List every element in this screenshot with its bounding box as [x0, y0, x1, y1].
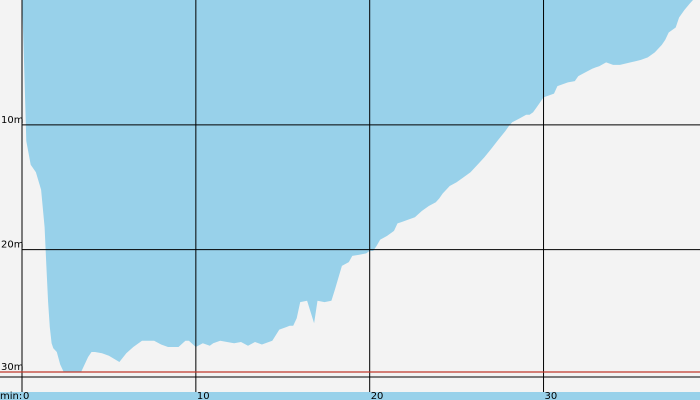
x-tick-label: 30 [545, 391, 558, 400]
grid-lines [21, 0, 700, 400]
time-axis-strip [0, 392, 700, 400]
x-tick-label: 20 [371, 391, 384, 400]
y-tick-label: 30m [1, 362, 23, 373]
x-tick-label: 0 [23, 391, 29, 400]
max-depth-line-layer [0, 371, 700, 378]
x-tick-label: 10 [197, 391, 210, 400]
depth-area-layer [22, 0, 693, 372]
tick-labels: 10m 20m 30m min: 0 10 20 30 [0, 115, 557, 400]
depth-area [22, 0, 693, 372]
time-axis-bar [0, 392, 700, 400]
x-axis-label: min: [0, 391, 22, 400]
y-tick-label: 10m [1, 115, 23, 126]
y-tick-label: 20m [1, 240, 23, 251]
